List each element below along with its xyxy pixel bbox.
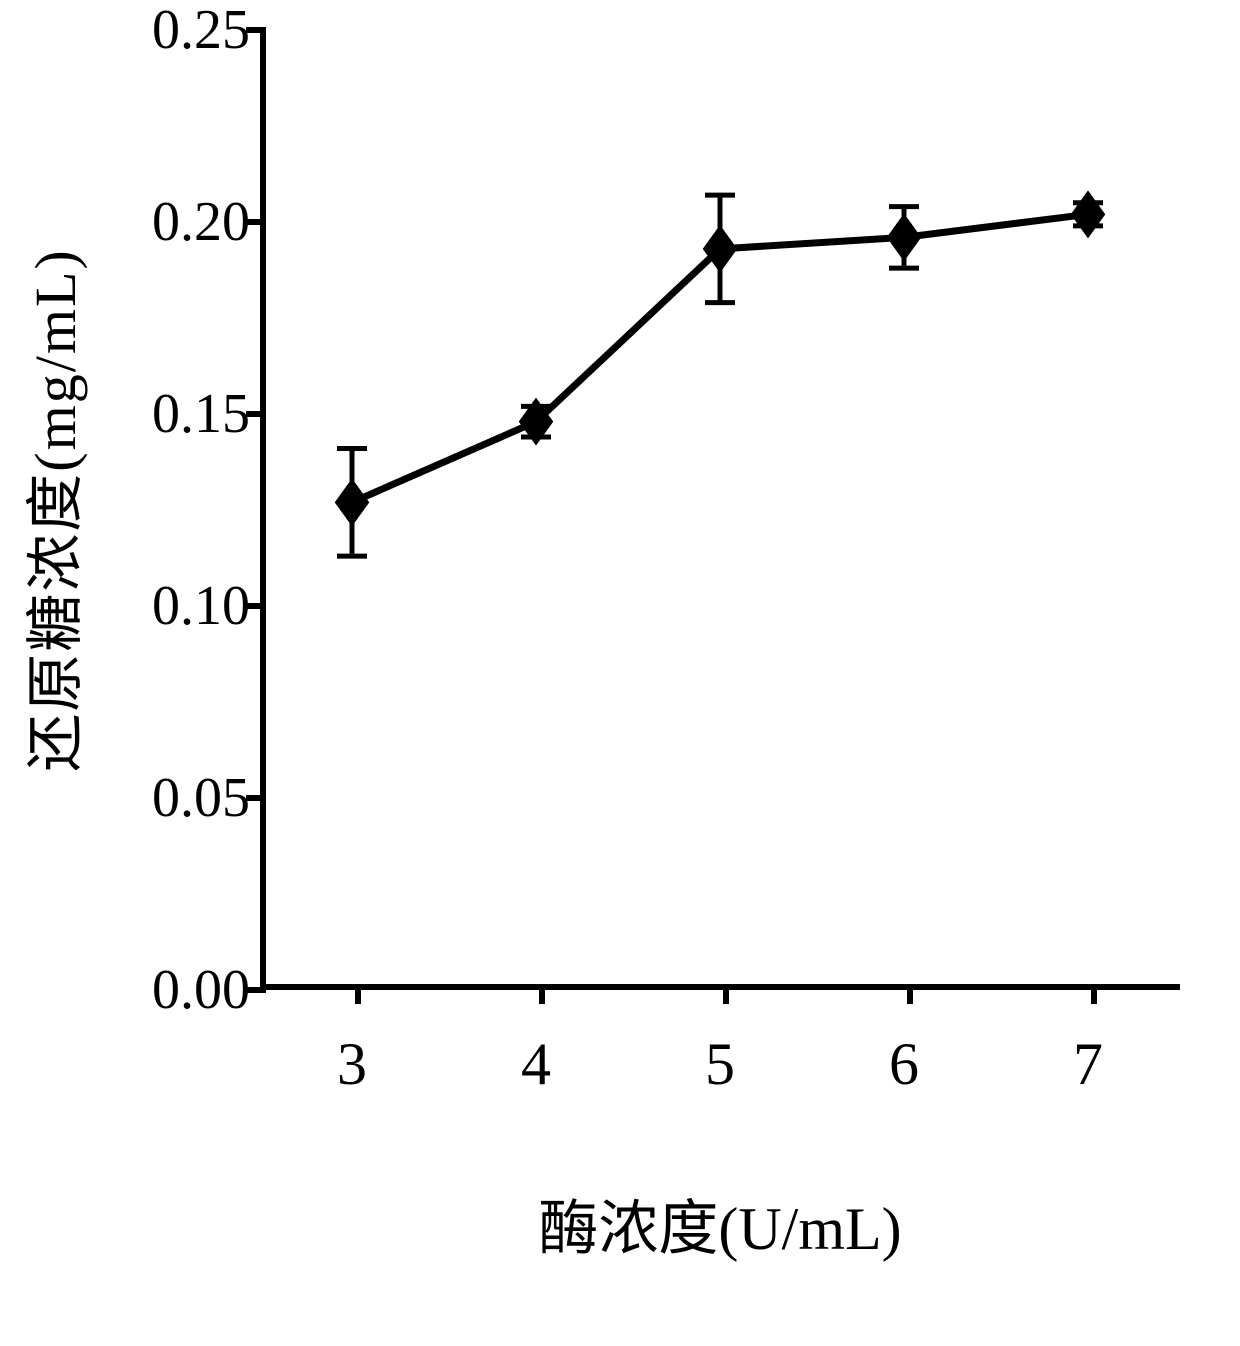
chart-svg — [260, 30, 1180, 990]
x-axis-title: 酶浓度(U/mL) — [538, 1180, 901, 1267]
x-tick-label: 4 — [521, 1030, 551, 1099]
y-tick-label: 0.05 — [152, 766, 250, 830]
x-tick-label: 6 — [889, 1030, 919, 1099]
x-tick-label: 3 — [337, 1030, 367, 1099]
x-tick-label: 7 — [1073, 1030, 1103, 1099]
x-tick-label: 5 — [705, 1030, 735, 1099]
y-tick-label: 0.10 — [152, 574, 250, 638]
y-tick-label: 0.15 — [152, 382, 250, 446]
data-marker — [887, 213, 922, 261]
y-tick-label: 0.00 — [152, 958, 250, 1022]
y-axis-title: 还原糖浓度(mg/mL) — [8, 248, 92, 771]
data-marker — [703, 225, 738, 273]
data-marker — [335, 478, 370, 526]
y-tick-label: 0.25 — [152, 0, 250, 62]
data-marker — [1071, 190, 1106, 238]
chart-container: 还原糖浓度(mg/mL) 酶浓度(U/mL) 0.00 0.05 0.10 0.15 0… — [0, 0, 1240, 1346]
y-tick-label: 0.20 — [152, 190, 250, 254]
